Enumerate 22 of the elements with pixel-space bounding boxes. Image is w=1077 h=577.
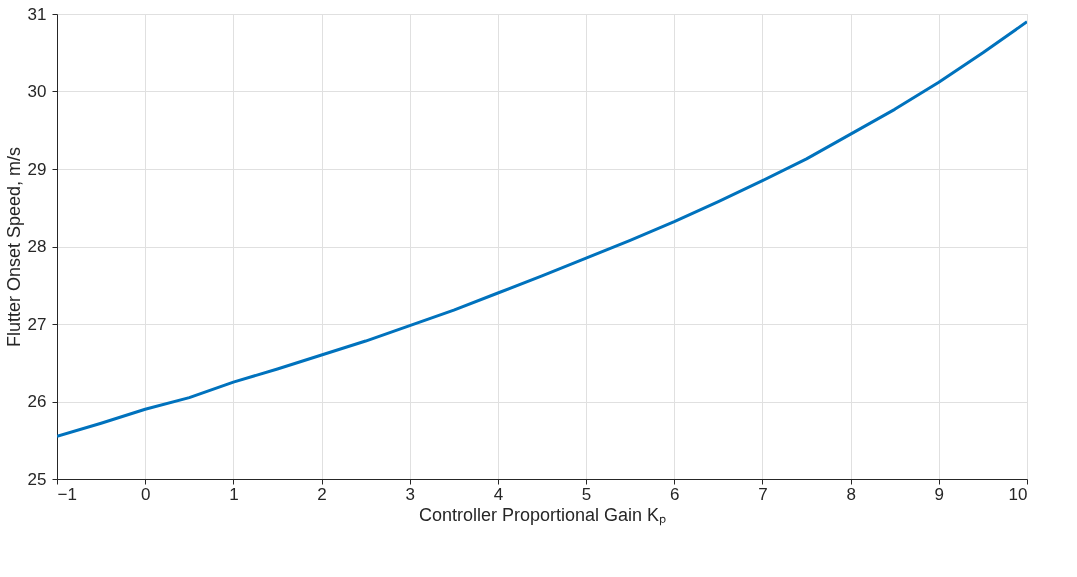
x-tick-label: 5 [581,484,592,504]
x-tick-label: 7 [758,484,768,504]
line-series [57,20,1027,438]
y-tick-label: 30 [27,82,47,101]
x-tick-label: 2 [317,484,327,504]
x-tick-label: −1 [57,484,77,504]
y-tick-label: 28 [27,237,47,256]
x-tick-label: 1 [229,484,239,504]
y-tick-label: 26 [27,392,47,411]
x-tick-label: 10 [1008,484,1028,504]
x-tick-label: 6 [670,484,680,504]
x-tick-label: 4 [493,484,504,504]
y-tick-label: 27 [27,314,47,334]
x-tick-label: 8 [846,484,856,504]
x-tick-label: 3 [405,484,415,504]
x-tick-label: 0 [140,484,151,504]
x-tick-label: 9 [934,484,945,504]
y-axis-title: Flutter Onset Speed, m/s [3,146,24,348]
y-tick-label: 31 [27,4,47,24]
y-tick-label: 25 [27,469,47,489]
x-axis-title: Controller Proportional Gain Kₚ [418,504,667,526]
y-tick-label: 29 [27,159,47,179]
